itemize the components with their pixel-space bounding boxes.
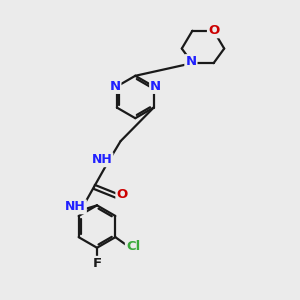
Text: O: O (208, 24, 219, 37)
Text: NH: NH (65, 200, 86, 213)
Text: Cl: Cl (126, 240, 140, 254)
Text: NH: NH (92, 153, 112, 166)
Text: N: N (185, 55, 197, 68)
Text: O: O (116, 188, 128, 201)
Text: F: F (92, 257, 102, 270)
Text: N: N (150, 80, 161, 93)
Text: N: N (109, 80, 120, 93)
